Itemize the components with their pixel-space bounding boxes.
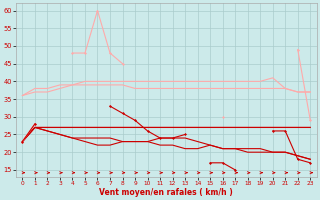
X-axis label: Vent moyen/en rafales ( km/h ): Vent moyen/en rafales ( km/h ) [100,188,233,197]
